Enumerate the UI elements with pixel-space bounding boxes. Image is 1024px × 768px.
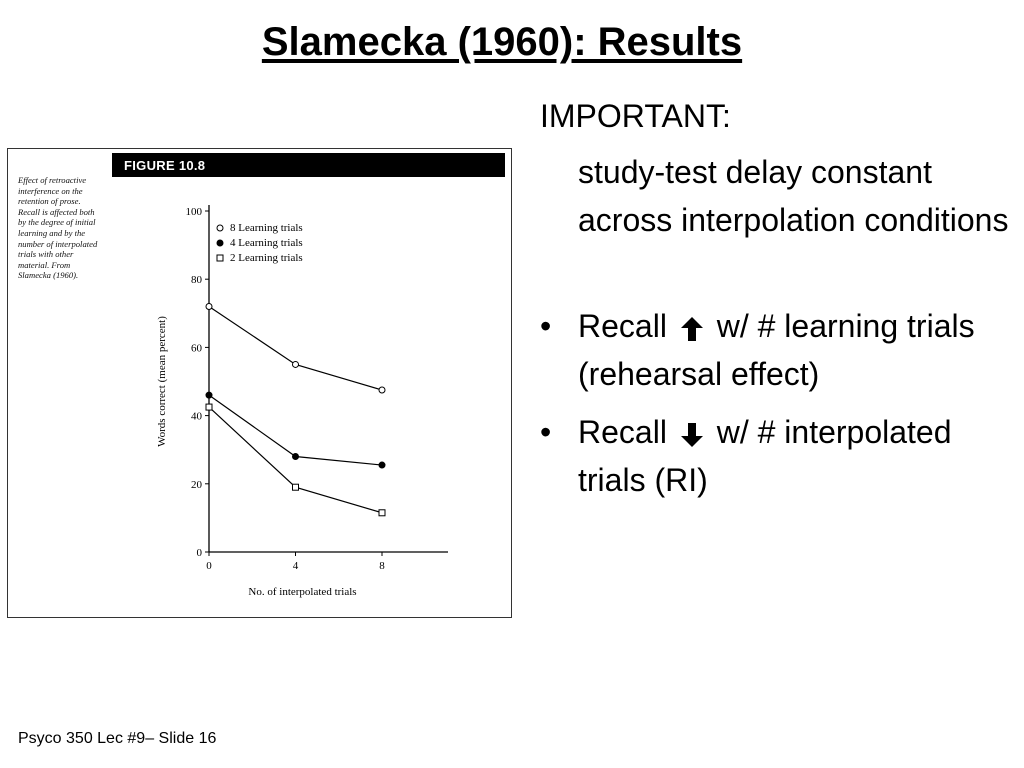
bullet-lead-text: Recall bbox=[578, 308, 667, 344]
legend-marker bbox=[216, 254, 224, 262]
down-arrow-icon bbox=[680, 422, 703, 447]
legend-label: 8 Learning trials bbox=[230, 222, 303, 234]
data-point bbox=[205, 391, 213, 399]
figure-banner-label: FIGURE 10.8 bbox=[124, 158, 206, 173]
bullet-lead-text: Recall bbox=[578, 414, 667, 450]
data-point bbox=[205, 302, 213, 310]
data-point bbox=[292, 453, 299, 461]
data-point bbox=[205, 403, 213, 411]
figure-banner: FIGURE 10.8 bbox=[112, 153, 505, 177]
data-point bbox=[292, 483, 299, 491]
x-tick-label: 4 bbox=[293, 560, 299, 572]
data-point bbox=[292, 360, 299, 368]
slide-footer: Psyco 350 Lec #9– Slide 16 bbox=[18, 730, 217, 747]
slide-title: Slamecka (1960): Results bbox=[261, 20, 743, 64]
legend-label: 4 Learning trials bbox=[230, 237, 303, 249]
y-tick-label: 80 bbox=[191, 274, 203, 286]
y-tick-label: 0 bbox=[197, 547, 203, 559]
series-line bbox=[208, 305, 383, 391]
data-point bbox=[378, 386, 386, 394]
up-arrow-icon bbox=[680, 316, 703, 341]
data-point bbox=[378, 461, 386, 469]
notes-subtext: study-test delay constant across interpo… bbox=[578, 154, 1009, 238]
bullet-marker: • bbox=[540, 308, 552, 344]
notes-heading: IMPORTANT: bbox=[540, 98, 731, 134]
legend-label: 2 Learning trials bbox=[230, 252, 303, 264]
y-tick-label: 60 bbox=[191, 342, 203, 354]
data-point bbox=[378, 509, 386, 517]
y-tick-label: 20 bbox=[191, 479, 203, 491]
x-axis-label: No. of interpolated trials bbox=[248, 586, 356, 598]
y-tick-label: 40 bbox=[191, 411, 203, 423]
bullet-marker: • bbox=[540, 414, 552, 450]
bullet-trail-text: w/ # learning trials (rehearsal effect) bbox=[578, 308, 975, 392]
y-axis-label: Words correct (mean percent) bbox=[156, 316, 168, 447]
legend-marker bbox=[216, 224, 224, 232]
y-tick-label: 100 bbox=[186, 206, 203, 218]
figure-panel: Effect of retroactive interference on th… bbox=[7, 148, 512, 618]
bullet-trail-text: w/ # interpolated trials (RI) bbox=[578, 414, 952, 498]
x-tick-label: 8 bbox=[379, 560, 385, 572]
figure-caption: Effect of retroactive interference on th… bbox=[18, 175, 98, 281]
legend-marker bbox=[216, 239, 224, 247]
x-tick-label: 0 bbox=[206, 560, 212, 572]
line-chart: 0 20 40 60 80 100 0 4 8 No. of interpolated trial… bbox=[156, 205, 448, 598]
